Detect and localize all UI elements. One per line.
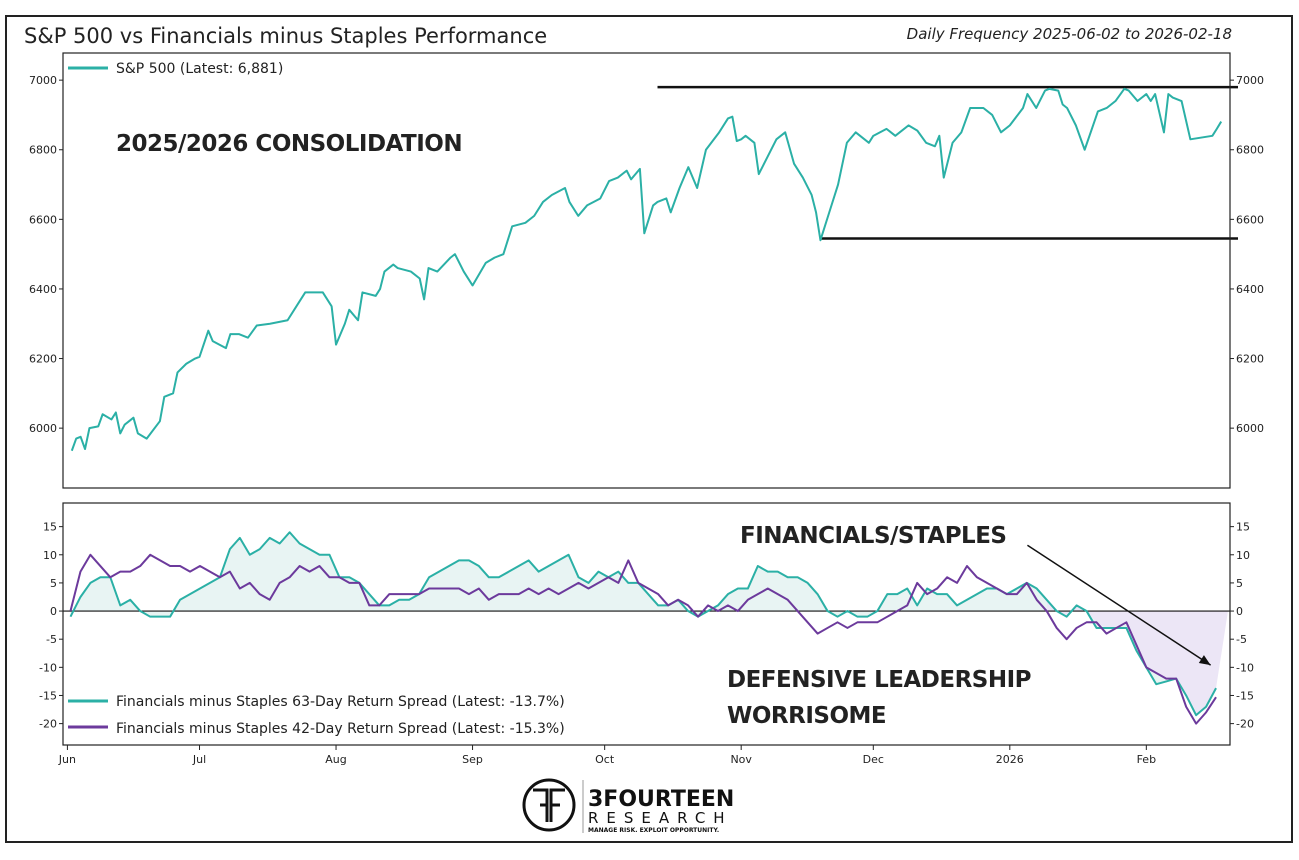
y-tick-label-left: -15 xyxy=(39,689,57,702)
y-tick-label-left: 7000 xyxy=(29,74,57,87)
logo-line1: 3FOURTEEN xyxy=(588,787,734,812)
legend-label-sp500: S&P 500 (Latest: 6,881) xyxy=(116,61,283,77)
y-tick-label-right: 6000 xyxy=(1236,422,1264,435)
y-tick-label-left: 6800 xyxy=(29,144,57,157)
x-tick-label: Aug xyxy=(325,753,346,766)
annotation-worrisome: WORRISOME xyxy=(727,703,886,729)
y-tick-label-right: 7000 xyxy=(1236,74,1264,87)
y-tick-label-right: -20 xyxy=(1236,718,1254,731)
bottom-legend: Financials minus Staples 63-Day Return S… xyxy=(68,694,565,737)
annotation-arrow xyxy=(1027,544,1212,666)
y-tick-label-right: 10 xyxy=(1236,549,1250,562)
x-tick-label: Jul xyxy=(192,753,206,766)
bottom-plot-frame xyxy=(62,502,1231,746)
y-tick-label-right: 6800 xyxy=(1236,144,1264,157)
x-tick-label: 2026 xyxy=(996,753,1024,766)
y-tick-label-right: 5 xyxy=(1236,577,1243,590)
logo-tagline: MANAGE RISK. EXPLOIT OPPORTUNITY. xyxy=(588,827,719,834)
y-tick-label-left: 6200 xyxy=(29,353,57,366)
y-tick-label-right: -10 xyxy=(1236,661,1254,674)
y-tick-label-left: 6000 xyxy=(29,422,57,435)
y-tick-label-left: -5 xyxy=(46,633,57,646)
top-plot-frame xyxy=(62,52,1231,489)
y-tick-label-left: 10 xyxy=(43,549,57,562)
y-tick-label-right: -5 xyxy=(1236,633,1247,646)
x-tick-label: Jun xyxy=(58,753,76,766)
logo-line2: RESEARCH xyxy=(588,809,733,827)
logo: 3FOURTEEN RESEARCH MANAGE RISK. EXPLOIT … xyxy=(522,778,734,834)
y-tick-label-left: 0 xyxy=(50,605,57,618)
logo-emblem xyxy=(522,778,576,832)
x-tick-label: Feb xyxy=(1137,753,1156,766)
y-tick-label-right: 6200 xyxy=(1236,353,1264,366)
y-tick-label-right: 6400 xyxy=(1236,283,1264,296)
y-tick-label-left: 5 xyxy=(50,577,57,590)
annotation-financials-staples: FINANCIALS/STAPLES xyxy=(740,523,1006,549)
y-tick-label-right: -15 xyxy=(1236,689,1254,702)
spread-42day-line xyxy=(69,553,1217,725)
y-tick-label-right: 6600 xyxy=(1236,213,1264,226)
outer-frame xyxy=(5,15,1293,843)
sp500-line xyxy=(70,87,1223,452)
x-tick-label: Sep xyxy=(462,753,483,766)
chart-subtitle: Daily Frequency 2025-06-02 to 2026-02-18 xyxy=(907,25,1232,43)
arrow-head-icon xyxy=(1198,655,1211,666)
x-tick-label: Dec xyxy=(863,753,884,766)
bottom-panel: 15 15 10 10 5 5 0 0 -5 -5 -10 -10 -15 -15 -20 -20 Jun Jul… xyxy=(39,521,1254,766)
annotation-consolidation: 2025/2026 CONSOLIDATION xyxy=(116,131,462,157)
y-tick-label-left: 6600 xyxy=(29,213,57,226)
annotation-defensive-leadership: DEFENSIVE LEADERSHIP xyxy=(727,667,1031,693)
y-tick-label-left: 15 xyxy=(43,521,57,534)
top-panel: 6000 6000 6200 6200 6400 6400 6600 6600 6800 6800… xyxy=(29,74,1264,452)
legend-label-42day: Financials minus Staples 42-Day Return S… xyxy=(116,721,565,737)
legend-label-63day: Financials minus Staples 63-Day Return S… xyxy=(116,694,565,710)
top-legend: S&P 500 (Latest: 6,881) xyxy=(68,61,283,77)
y-tick-label-left: -10 xyxy=(39,661,57,674)
y-tick-label-left: 6400 xyxy=(29,283,57,296)
chart-title: S&P 500 vs Financials minus Staples Perf… xyxy=(24,24,547,48)
x-tick-label: Nov xyxy=(730,753,752,766)
y-tick-label-right: 0 xyxy=(1236,605,1243,618)
defensive-region-fill xyxy=(1046,599,1228,716)
y-tick-label-left: -20 xyxy=(39,718,57,731)
y-tick-label-right: 15 xyxy=(1236,521,1250,534)
x-tick-label: Oct xyxy=(595,753,615,766)
logo-emblem-mark xyxy=(533,788,565,822)
